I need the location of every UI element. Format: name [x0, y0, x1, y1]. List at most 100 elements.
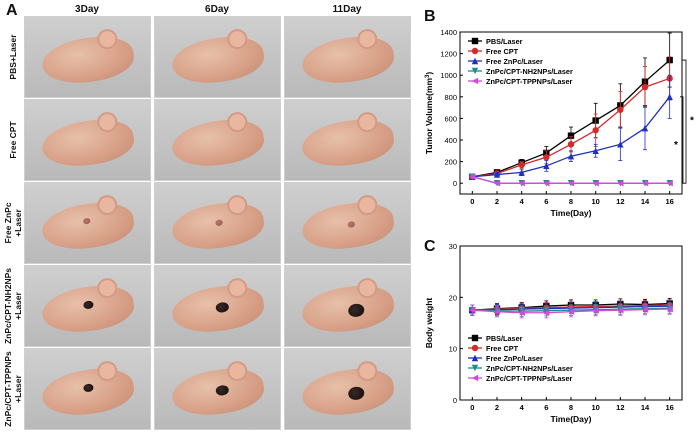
data-point [493, 308, 501, 315]
mouse-body [38, 28, 137, 89]
y-tick-label: 400 [444, 136, 457, 145]
tumor [214, 301, 230, 314]
tumor [214, 219, 223, 227]
mouse-body [38, 111, 137, 172]
y-tick-label: 600 [444, 114, 457, 123]
row-label-line2: +Laser [13, 292, 23, 320]
mouse-photo [284, 99, 411, 181]
mouse-photo [284, 265, 411, 347]
x-tick-label: 16 [665, 403, 673, 412]
y-tick-label: 1000 [440, 71, 457, 80]
data-point [567, 153, 575, 160]
mouse-photo [154, 265, 281, 347]
data-point [666, 180, 673, 187]
mouse-photo [284, 348, 411, 430]
body-weight-chart: 0 10 20 30 0 2 4 6 8 10 12 14 16 Time(Day) Body weight… [424, 242, 683, 424]
y-tick-label: 0 [453, 179, 457, 188]
data-point [641, 306, 649, 313]
data-point [471, 374, 479, 382]
y-tick-label: 1400 [440, 28, 457, 37]
legend-label: Free CPT [486, 47, 519, 56]
mouse-ear [225, 28, 249, 51]
x-tick-label: 0 [470, 403, 474, 412]
legend-label: ZnPc/CPT-NH2NPs/Laser [486, 364, 573, 373]
x-tick-label: 4 [520, 403, 525, 412]
day-label-6: 6Day [205, 4, 229, 15]
data-point [641, 180, 649, 187]
mouse-photo [154, 182, 281, 264]
legend-label: ZnPc/CPT-TPPNPs/Laser [486, 77, 573, 86]
series-znpc-cpt-tppnps-laser [469, 173, 673, 187]
mouse-ear [95, 28, 119, 51]
data-point [469, 173, 476, 180]
mouse-ear [225, 111, 249, 134]
x-tick-label: 14 [641, 403, 650, 412]
mouse-ear [225, 277, 249, 300]
data-point [592, 180, 599, 187]
y-axis-label: Tumor Volume(mm3) [424, 72, 434, 155]
x-axis-label: Time(Day) [551, 414, 592, 424]
mouse-body [168, 277, 267, 338]
y-tick-label: 10 [449, 345, 457, 354]
row-label-line1: ZnPc/CPT-TPPNPs [3, 351, 13, 427]
tumor [346, 302, 365, 318]
data-point [543, 309, 550, 316]
mouse-ear [95, 111, 119, 134]
mouse-body [298, 111, 397, 172]
x-tick-label: 10 [591, 403, 599, 412]
row-label-line1: ZnPc/CPT-NH2NPs [3, 267, 13, 345]
mouse-body [38, 277, 137, 338]
data-point [641, 124, 649, 132]
y-axis-label: Body weight [424, 298, 434, 349]
tumor [214, 384, 230, 397]
data-point [567, 141, 575, 148]
series-znpc-cpt-tppnps-laser [469, 303, 673, 319]
mouse-photo [154, 16, 281, 98]
data-point [493, 171, 501, 178]
significance-bracket [680, 96, 684, 184]
significance-bracket [682, 59, 687, 184]
data-point [471, 77, 479, 85]
data-point [592, 307, 599, 314]
x-tick-label: 0 [470, 197, 474, 206]
mouse-body [168, 28, 267, 89]
data-point [471, 344, 479, 352]
data-point [518, 180, 525, 187]
tumor [82, 217, 91, 225]
tumor [346, 221, 355, 228]
x-tick-label: 12 [616, 403, 624, 412]
legend-label: ZnPc/CPT-TPPNPs/Laser [486, 374, 573, 383]
legend-label: Free ZnPc/Laser [486, 354, 543, 363]
day-label-11: 11Day [332, 4, 362, 15]
mouse-body [168, 111, 267, 172]
x-axis-label: Time(Day) [551, 208, 592, 218]
x-tick-label: 2 [495, 197, 499, 206]
data-point [567, 132, 575, 139]
mouse-photo [24, 16, 151, 98]
data-point [641, 83, 649, 91]
data-point [543, 162, 550, 170]
mouse-ear [355, 194, 379, 217]
y-tick-label: 200 [444, 158, 457, 167]
y-tick-label: 30 [449, 242, 457, 251]
data-point [471, 334, 479, 342]
data-point [518, 309, 525, 316]
mouse-ear [355, 360, 379, 383]
mouse-ear [355, 277, 379, 300]
data-point [617, 180, 624, 187]
mouse-ear [225, 360, 249, 383]
x-tick-label: 6 [544, 197, 548, 206]
row-label-4: ZnPc/CPT-TPPNPs +Laser [0, 348, 26, 430]
x-tick-label: 14 [641, 197, 650, 206]
significance-star: * [690, 116, 694, 127]
y-tick-label: 1200 [440, 50, 457, 59]
x-tick-label: 16 [665, 197, 673, 206]
tumor-volume-chart: 0 200 400 600 800 1000 1200 1400 0 2 4 6 8 10 12 14 16 Ti… [424, 28, 694, 218]
data-point [471, 67, 479, 75]
mouse-photo [284, 16, 411, 98]
data-point [471, 354, 479, 362]
tumor [82, 383, 94, 393]
mouse-photo [154, 348, 281, 430]
row-label-line1: PBS+Laser [8, 34, 18, 80]
mouse-body [168, 194, 267, 255]
